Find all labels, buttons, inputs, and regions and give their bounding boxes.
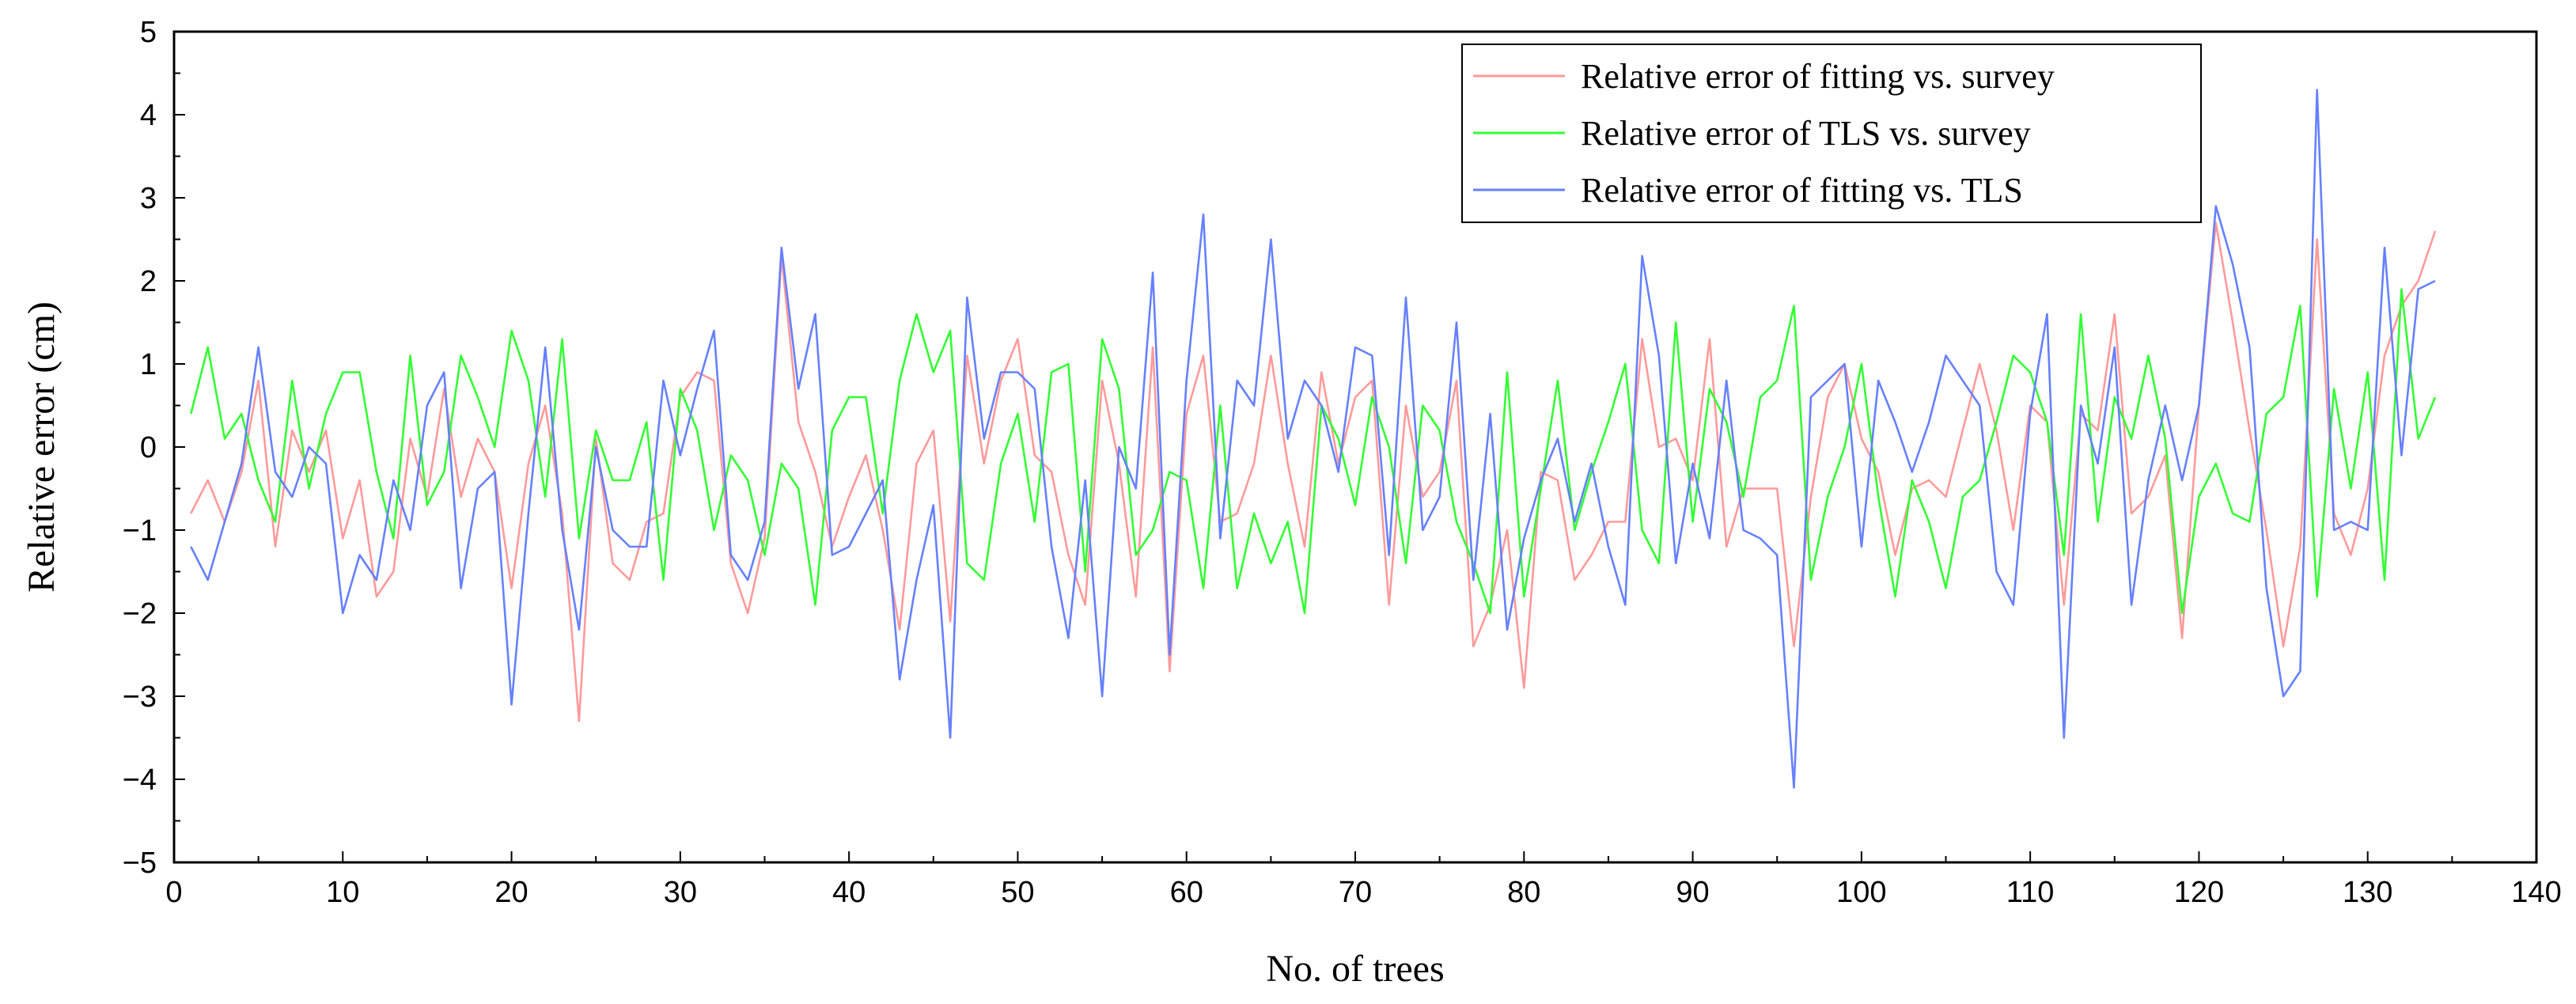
y-tick-label: −2 <box>123 597 157 631</box>
series-layer <box>190 89 2437 789</box>
y-tick-label: 5 <box>140 16 157 49</box>
legend-label-1: Relative error of fitting vs. survey <box>1581 57 2055 96</box>
x-tick-label: 40 <box>832 876 866 909</box>
x-tick-label: 10 <box>326 876 359 909</box>
x-tick-label: 20 <box>494 876 528 909</box>
y-tick-label: 1 <box>140 348 157 381</box>
x-tick-label: 60 <box>1170 876 1203 909</box>
x-tick-label: 50 <box>1001 876 1034 909</box>
legend-label-3: Relative error of fitting vs. TLS <box>1581 171 2023 210</box>
x-axis-ticks: 0 10 20 30 40 50 60 70 80 90 100 110 120 130 140 <box>165 851 2562 909</box>
legend: Relative error of fitting vs. survey Rela… <box>1461 44 2202 223</box>
series-line-2 <box>190 288 2437 615</box>
series-line-1 <box>190 222 2437 722</box>
x-axis-title: No. of trees <box>1266 948 1444 990</box>
y-tick-label: 0 <box>140 431 157 464</box>
x-tick-label: 0 <box>165 876 182 909</box>
x-tick-label: 70 <box>1339 876 1372 909</box>
y-axis-ticks: 5 4 3 2 1 0 −1 −2 −3 −4 −5 <box>123 16 185 880</box>
y-tick-label: −1 <box>123 514 157 547</box>
x-tick-label: 30 <box>664 876 697 909</box>
legend-label-2: Relative error of TLS vs. survey <box>1581 114 2031 153</box>
x-tick-label: 140 <box>2511 876 2561 909</box>
y-tick-label: −4 <box>123 763 157 797</box>
x-tick-label: 100 <box>1836 876 1886 909</box>
y-tick-label: 4 <box>140 99 157 132</box>
x-tick-label: 80 <box>1507 876 1540 909</box>
y-tick-label: 2 <box>140 265 157 298</box>
y-tick-label: −5 <box>123 847 157 880</box>
series-line-3 <box>190 89 2436 789</box>
x-tick-label: 90 <box>1676 876 1709 909</box>
legend-box <box>1461 44 2202 223</box>
y-axis-title: Relative error (cm) <box>21 301 63 593</box>
y-tick-label: 3 <box>140 182 157 215</box>
x-tick-label: 120 <box>2174 876 2224 909</box>
x-tick-label: 110 <box>2006 876 2055 909</box>
y-tick-label: −3 <box>123 680 157 714</box>
x-tick-label: 130 <box>2343 876 2392 909</box>
